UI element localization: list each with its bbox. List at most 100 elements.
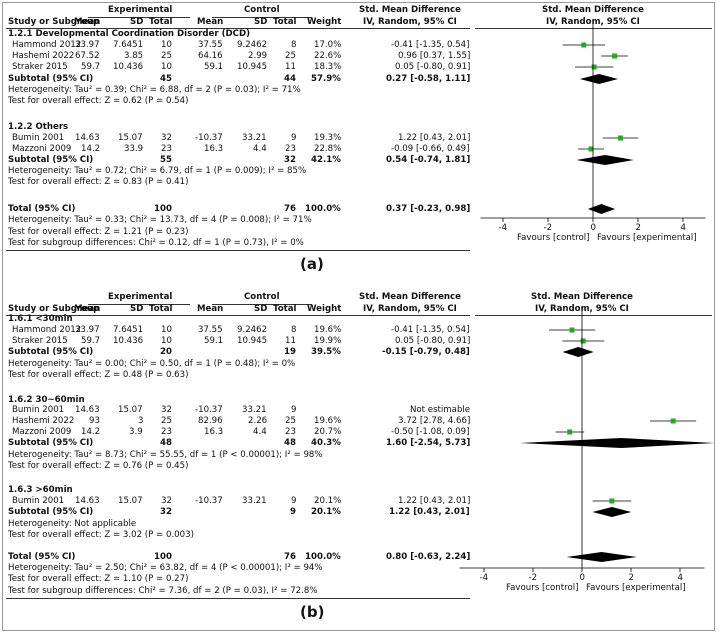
subtotal-ctl-total: 19: [284, 347, 296, 357]
study-ctl-sd: 2.26: [248, 416, 268, 426]
subtotal-diamond: [592, 507, 632, 517]
favours-experimental-label: Favours [experimental]: [597, 233, 697, 243]
total-heterogeneity: Heterogeneity: Tau² = 2.50; Chi² = 63.82…: [8, 563, 323, 573]
study-marker: [612, 53, 618, 59]
total-overall-effect: Test for overall effect: Z = 1.21 (P = 0…: [8, 227, 189, 237]
study-ctl-mean: 16.3: [204, 144, 224, 154]
study-exp-total: 10: [161, 336, 172, 346]
subgroup-heterogeneity: Heterogeneity: Tau² = 8.73; Chi² = 55.55…: [8, 450, 323, 460]
study-marker: [670, 418, 676, 424]
study-effect-ci: 0.05 [-0.80, 0.91]: [395, 62, 471, 72]
subtotal-effect-ci: 1.60 [-2.54, 5.73]: [386, 438, 471, 448]
total-ctl-total: 76: [284, 204, 296, 214]
study-ctl-mean: -10.37: [195, 133, 223, 143]
study-exp-total: 32: [161, 496, 172, 506]
x-axis-tick-label: 0: [590, 223, 596, 233]
subtotal-diamond: [576, 155, 634, 165]
study-exp-sd: 7.6451: [113, 325, 144, 335]
study-ctl-sd: 9.2462: [237, 325, 268, 335]
study-weight: 22.6%: [314, 51, 342, 61]
study-exp-total: 10: [161, 325, 172, 335]
study-exp-sd: 15.07: [118, 133, 143, 143]
subtotal-diamond: [562, 347, 594, 357]
study-effect-ci: 0.05 [-0.80, 0.91]: [395, 336, 471, 346]
header-rule-plot: [475, 315, 712, 316]
study-name: Bumin 2001: [12, 405, 65, 415]
subgroup-title: 1.6.3 >60min: [8, 485, 73, 495]
study-name: Bumin 2001: [12, 133, 65, 143]
total-label: Total (95% CI): [8, 552, 76, 562]
subtotal-weight: 42.1%: [311, 155, 341, 165]
study-ctl-mean: 16.3: [204, 427, 224, 437]
study-effect-ci: 0.96 [0.37, 1.55]: [398, 51, 471, 61]
study-weight: 20.1%: [314, 496, 342, 506]
study-effect-ci: -0.50 [-1.08, 0.09]: [391, 427, 470, 437]
column-header-ctl-mean: Mean: [197, 304, 224, 314]
subgroup-heterogeneity: Heterogeneity: Not applicable: [8, 519, 137, 529]
subgroup-heterogeneity: Heterogeneity: Tau² = 0.72; Chi² = 6.79,…: [8, 166, 307, 176]
study-ctl-mean: 37.55: [198, 325, 223, 335]
footer-rule-table: [6, 250, 470, 251]
subtotal-exp-total: 48: [160, 438, 172, 448]
study-ctl-total: 23: [285, 144, 296, 154]
study-marker: [617, 135, 623, 141]
study-name: Hammond 2012: [12, 325, 82, 335]
study-weight: 19.3%: [314, 133, 342, 143]
study-ctl-total: 25: [285, 416, 296, 426]
column-header-ctl-total: Total: [273, 17, 297, 27]
header-rule-plot: [475, 28, 712, 29]
study-effect-ci: 3.72 [2.78, 4.66]: [398, 416, 471, 426]
subtotal-weight: 20.1%: [311, 507, 341, 517]
subtotal-label: Subtotal (95% CI): [8, 438, 94, 448]
study-weight: 19.9%: [314, 336, 342, 346]
study-name: Mazzoni 2009: [12, 427, 72, 437]
subgroup-overall-effect: Test for overall effect: Z = 0.83 (P = 0…: [8, 177, 189, 187]
study-marker: [580, 338, 586, 344]
study-effect-ci: -0.41 [-1.35, 0.54]: [391, 325, 470, 335]
subtotal-ctl-total: 9: [290, 507, 296, 517]
header-rule-table: [6, 28, 470, 29]
subgroup-overall-effect: Test for overall effect: Z = 0.48 (P = 0…: [8, 370, 189, 380]
column-header-ctl-total: Total: [273, 304, 297, 314]
subgroup-differences-test: Test for subgroup differences: Chi² = 0.…: [8, 238, 304, 248]
favours-experimental-label: Favours [experimental]: [586, 583, 686, 593]
panel-label: (a): [300, 255, 324, 273]
x-axis-tick-label: 0: [579, 573, 585, 583]
study-name: Bumin 2001: [12, 496, 65, 506]
subtotal-effect-ci: 0.27 [-0.58, 1.11]: [386, 74, 471, 84]
study-ctl-total: 8: [291, 40, 297, 50]
study-ctl-mean: 82.96: [198, 416, 223, 426]
subtotal-diamond: [519, 438, 715, 448]
column-header-ctl-sd: SD: [254, 304, 268, 314]
study-marker: [567, 429, 573, 435]
study-marker: [609, 498, 615, 504]
subgroup-overall-effect: Test for overall effect: Z = 0.62 (P = 0…: [8, 96, 189, 106]
subtotal-weight: 40.3%: [311, 438, 341, 448]
subtotal-effect-ci: -0.15 [-0.79, 0.48]: [382, 347, 470, 357]
study-exp-total: 23: [161, 144, 172, 154]
study-exp-sd: 3.9: [129, 427, 143, 437]
study-ctl-total: 25: [285, 51, 296, 61]
plot-subtitle: IV, Random, 95% CI: [535, 304, 629, 314]
study-ctl-mean: 37.55: [198, 40, 223, 50]
study-exp-sd: 10.436: [113, 62, 144, 72]
subtotal-weight: 57.9%: [311, 74, 341, 84]
x-axis-tick-label: 4: [680, 223, 686, 233]
column-header-study: Study or Subgroup: [8, 304, 100, 314]
study-exp-total: 10: [161, 62, 172, 72]
study-exp-total: 25: [161, 51, 172, 61]
study-ctl-total: 23: [285, 427, 296, 437]
x-axis-tick-label: -2: [543, 223, 553, 233]
subtotal-exp-total: 45: [160, 74, 172, 84]
subgroup-title: 1.2.1 Developmental Coordination Disorde…: [8, 29, 251, 39]
total-exp-total: 100: [154, 204, 172, 214]
subtotal-ctl-total: 48: [284, 438, 296, 448]
effect-column-title: Std. Mean Difference: [359, 5, 461, 15]
study-name: Hashemi 2022: [12, 416, 75, 426]
study-exp-sd: 10.436: [113, 336, 144, 346]
study-exp-mean: 93: [89, 416, 100, 426]
column-header-exp-mean: Mean: [74, 17, 101, 27]
subgroup-title: 1.6.2 30~60min: [8, 395, 85, 405]
study-marker: [591, 64, 597, 70]
study-marker: [588, 146, 594, 152]
